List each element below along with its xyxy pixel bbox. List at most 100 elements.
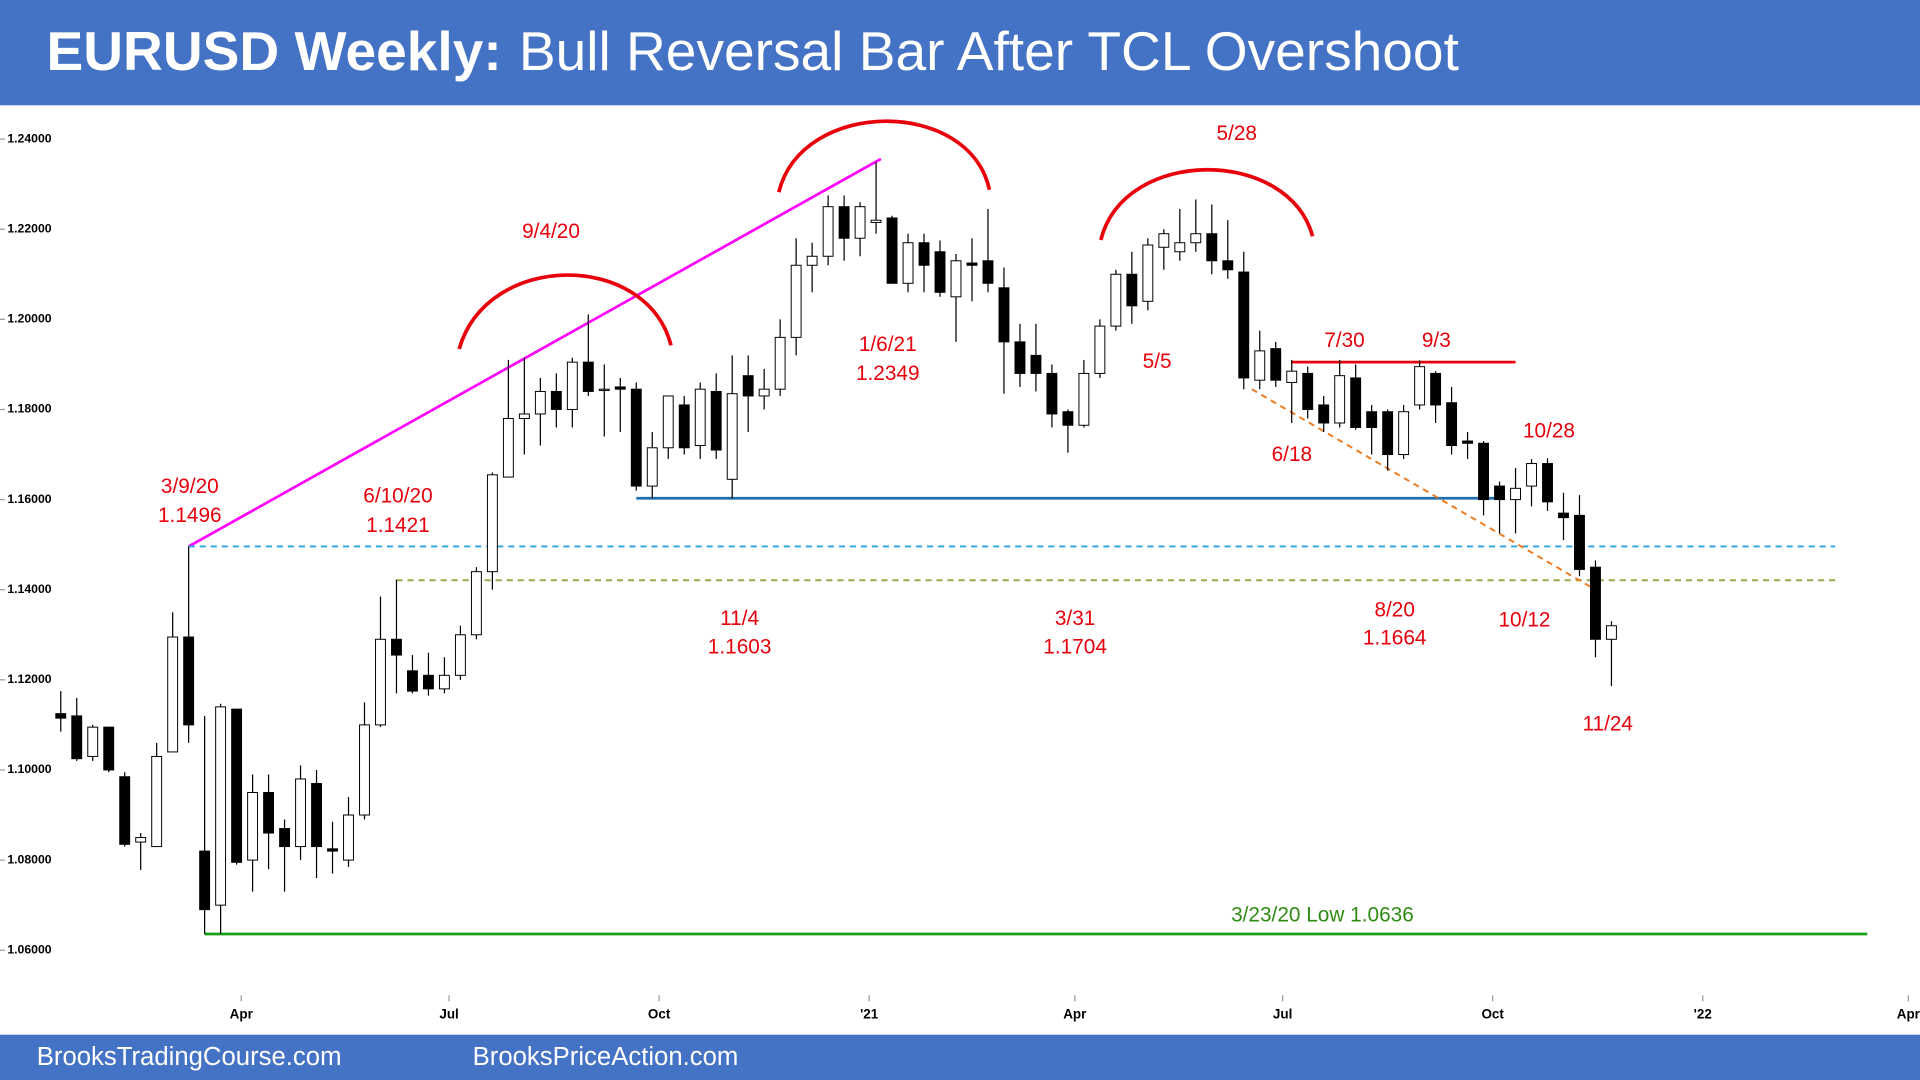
- candle-body: [486, 474, 498, 573]
- candle-body: [311, 782, 322, 848]
- candle-body: [1286, 370, 1298, 383]
- candle-body: [598, 388, 610, 391]
- candle-body: [1350, 377, 1362, 428]
- candle-body: [391, 638, 402, 656]
- candle-body: [918, 242, 930, 266]
- y-tick-label: 1.16000: [7, 492, 51, 506]
- candle-body: [502, 417, 514, 478]
- candle-body: [247, 792, 259, 861]
- annotation: 1.2349: [856, 362, 920, 385]
- candle-body: [1590, 566, 1601, 640]
- arc: [776, 119, 992, 193]
- candle-body: [231, 708, 243, 863]
- candle-body: [1414, 366, 1426, 406]
- arc: [457, 273, 673, 350]
- candle-body: [1142, 244, 1154, 302]
- footer-bar: [0, 1034, 1920, 1080]
- candle-body: [886, 217, 898, 284]
- annotation: 10/12: [1498, 608, 1550, 631]
- candle-body: [582, 361, 594, 392]
- candle-body: [1206, 233, 1218, 262]
- annotation: 6/10/20: [363, 485, 432, 508]
- candle-body: [1062, 411, 1074, 426]
- annotation: 1.1664: [1363, 627, 1427, 650]
- title-text: Bull Reversal Bar After TCL Overshoot: [519, 20, 1459, 82]
- annotation: 7/30: [1324, 329, 1364, 352]
- candle-body: [758, 388, 770, 397]
- x-tick-label: Oct: [1481, 1007, 1504, 1022]
- candle-body: [1318, 404, 1330, 424]
- annotation: 9/3: [1422, 329, 1451, 352]
- annotation: 1.1496: [158, 504, 222, 527]
- footer-link: BrooksPriceAction.com: [473, 1043, 739, 1071]
- candle-body: [1126, 273, 1138, 307]
- candle-body: [806, 255, 818, 266]
- candle-body: [774, 336, 786, 390]
- x-tick-label: Apr: [230, 1007, 254, 1022]
- candle-body: [119, 776, 131, 845]
- arc: [1099, 168, 1315, 241]
- candle-body: [1462, 440, 1474, 444]
- candle-body: [422, 674, 434, 690]
- candle-body: [167, 636, 179, 753]
- candle-body: [1430, 372, 1442, 406]
- x-tick-label: '22: [1694, 1007, 1712, 1022]
- candle-body: [966, 262, 978, 266]
- annotation: 1.1421: [366, 514, 430, 537]
- candle-body: [790, 264, 802, 338]
- candle-body: [135, 837, 147, 843]
- candle-body: [1270, 348, 1282, 381]
- candle-body: [630, 388, 642, 487]
- reference-line: [1251, 388, 1596, 591]
- candle-body: [934, 251, 946, 293]
- y-tick-label: 1.06000: [7, 942, 51, 956]
- candle-body: [902, 242, 914, 284]
- y-tick-label: 1.18000: [7, 402, 51, 416]
- candle-body: [103, 726, 115, 771]
- candle-body: [1014, 341, 1026, 374]
- candle-body: [1558, 512, 1569, 519]
- candle-body: [822, 206, 834, 257]
- candle-body: [438, 674, 450, 690]
- candle-body: [375, 638, 386, 726]
- candle-body: [1446, 402, 1458, 447]
- candle-body: [1334, 375, 1346, 424]
- candle-body: [183, 636, 195, 726]
- annotation: 3/23/20 Low 1.0636: [1231, 903, 1414, 926]
- candle-body: [1110, 273, 1122, 327]
- y-tick-label: 1.12000: [7, 672, 51, 686]
- candle-body: [1158, 233, 1170, 248]
- plot: 1.06000 1.08000 1.10000 1.12000 1.14000 1.160…: [0, 122, 1920, 1022]
- candle-body: [1030, 354, 1042, 374]
- candle-body: [614, 386, 626, 390]
- candle-body: [1526, 463, 1537, 487]
- candle-body: [1094, 325, 1106, 374]
- y-tick-label: 1.14000: [7, 582, 51, 596]
- candle-body: [646, 447, 658, 487]
- candle-body: [1494, 485, 1505, 501]
- candle-body: [343, 814, 354, 861]
- candle-body: [1398, 411, 1410, 456]
- annotation: 11/4: [720, 607, 759, 630]
- candle-body: [550, 390, 562, 410]
- annotation: 5/5: [1143, 350, 1172, 373]
- candle-body: [982, 260, 994, 284]
- candle-body: [327, 848, 338, 852]
- candle-body: [87, 726, 99, 757]
- candle-body: [151, 755, 163, 848]
- candle-body: [950, 260, 962, 298]
- candle-body: [870, 219, 882, 223]
- y-tick-label: 1.08000: [7, 852, 51, 866]
- candle-body: [295, 778, 306, 848]
- x-tick-label: Jul: [439, 1007, 458, 1022]
- candle-body: [1574, 514, 1585, 570]
- y-tick-label: 1.20000: [7, 312, 51, 326]
- annotation: 9/4/20: [522, 220, 580, 243]
- candle-body: [678, 404, 690, 449]
- annotation: 5/28: [1216, 122, 1256, 145]
- title-bar: [0, 0, 1920, 106]
- annotation: 1/6/21: [859, 333, 917, 356]
- candle-body: [359, 724, 370, 816]
- candle-body: [1254, 350, 1266, 381]
